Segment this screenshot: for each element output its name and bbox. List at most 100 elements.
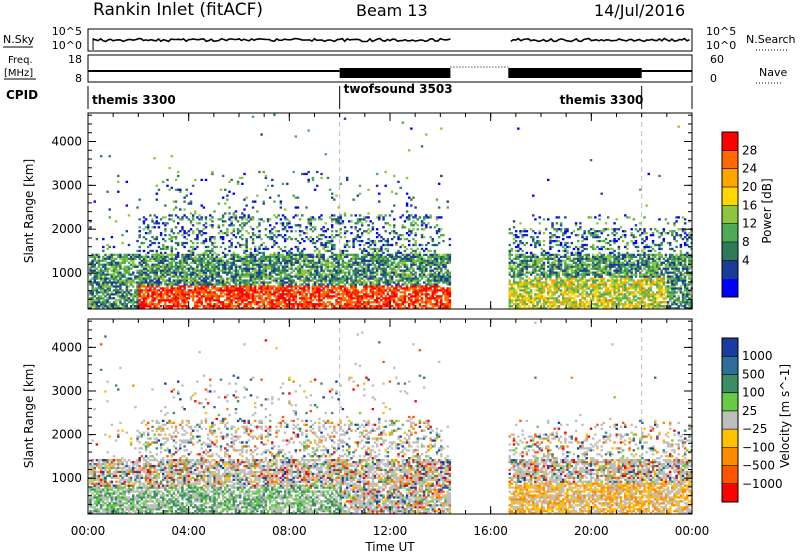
range-gate-cell: [508, 267, 511, 270]
range-gate-cell: [106, 267, 109, 270]
range-gate-cell: [283, 287, 287, 290]
range-gate-cell: [266, 281, 270, 284]
range-gate-cell: [112, 261, 116, 264]
range-gate-cell: [125, 277, 129, 280]
range-gate-cell: [253, 299, 257, 302]
range-gate-cell: [144, 275, 148, 278]
range-gate-cell: [401, 214, 405, 217]
range-gate-cell: [172, 301, 176, 304]
range-gate-cell: [401, 243, 405, 247]
range-gate-cell: [337, 271, 340, 274]
range-gate-cell: [157, 253, 161, 257]
range-gate-cell: [448, 273, 452, 276]
range-gate-cell: [335, 253, 338, 257]
range-gate-cell: [228, 265, 231, 268]
range-gate-cell: [123, 299, 126, 302]
range-gate-cell: [183, 253, 186, 257]
range-gate-cell: [110, 303, 114, 306]
range-gate-cell: [271, 253, 274, 257]
range-gate-cell: [320, 267, 323, 270]
range-gate-cell: [335, 275, 338, 278]
range-gate-cell: [281, 277, 285, 280]
range-gate-cell: [271, 255, 274, 258]
range-gate-cell: [510, 305, 514, 308]
range-gate-cell: [416, 289, 419, 292]
range-gate-cell: [104, 301, 107, 304]
range-gate-cell: [196, 216, 199, 219]
range-gate-cell: [179, 289, 182, 292]
range-gate-cell: [286, 285, 289, 288]
station-title: Rankin Inlet (fitACF): [93, 0, 263, 20]
range-gate-cell: [104, 263, 107, 266]
range-gate-cell: [176, 303, 180, 306]
range-gate-cell: [164, 283, 167, 286]
range-gate-cell: [142, 265, 146, 268]
range-gate-cell: [191, 273, 195, 276]
range-gate-cell: [405, 265, 409, 268]
range-gate-cell: [228, 269, 231, 272]
range-gate-cell: [236, 287, 240, 290]
range-gate-cell: [386, 293, 390, 296]
range-gate-cell: [412, 305, 415, 308]
range-gate-cell: [138, 245, 141, 249]
range-gate-cell: [356, 303, 360, 306]
range-gate-cell: [427, 273, 430, 276]
range-gate-cell: [185, 194, 188, 197]
range-gate-cell: [320, 214, 323, 217]
range-gate-cell: [433, 267, 437, 270]
range-gate-cell: [525, 297, 529, 300]
range-gate-cell: [378, 257, 381, 260]
range-gate-cell: [294, 257, 298, 260]
range-gate-cell: [129, 283, 133, 286]
range-gate-cell: [147, 232, 150, 235]
range-gate-cell: [343, 297, 347, 300]
range-gate-cell: [185, 277, 188, 280]
range-gate-cell: [228, 277, 231, 280]
range-gate-cell: [176, 291, 180, 294]
range-gate-cell: [360, 255, 364, 258]
range-gate-cell: [281, 299, 285, 302]
range-gate-cell: [393, 204, 396, 207]
range-gate-cell: [202, 257, 206, 260]
range-gate-cell: [444, 255, 447, 258]
range-gate-cell: [119, 289, 122, 292]
range-gate-cell: [360, 289, 364, 292]
range-gate-cell: [519, 255, 522, 258]
range-gate-cell: [412, 257, 415, 260]
range-gate-cell: [99, 289, 103, 292]
range-gate-cell: [318, 259, 321, 262]
range-gate-cell: [271, 237, 274, 241]
range-gate-cell: [363, 303, 366, 306]
range-gate-cell: [129, 267, 133, 270]
range-gate-cell: [251, 307, 255, 310]
range-gate-cell: [228, 299, 231, 302]
range-gate-cell: [172, 259, 176, 262]
range-gate-cell: [403, 307, 407, 310]
range-gate-cell: [202, 277, 206, 280]
range-gate-cell: [245, 287, 248, 290]
range-gate-cell: [301, 214, 304, 217]
range-gate-cell: [127, 253, 131, 257]
range-gate-cell: [279, 261, 283, 264]
range-gate-cell: [241, 289, 244, 292]
range-gate-cell: [99, 267, 103, 270]
range-gate-cell: [448, 303, 452, 306]
range-gate-cell: [179, 273, 182, 276]
range-gate-cell: [121, 291, 124, 294]
range-gate-cell: [241, 218, 244, 221]
range-gate-cell: [114, 293, 118, 296]
range-gate-cell: [538, 285, 541, 288]
range-gate-cell: [303, 301, 306, 304]
range-gate-cell: [371, 255, 375, 258]
range-gate-cell: [365, 283, 368, 286]
range-gate-cell: [354, 263, 357, 266]
range-gate-cell: [198, 257, 201, 260]
range-gate-cell: [508, 283, 511, 286]
range-gate-cell: [425, 226, 428, 229]
range-gate-cell: [273, 255, 276, 258]
range-gate-cell: [198, 289, 201, 292]
range-gate-cell: [279, 301, 283, 304]
range-gate-cell: [271, 259, 274, 262]
range-gate-cell: [196, 305, 199, 308]
range-gate-cell: [91, 289, 94, 292]
